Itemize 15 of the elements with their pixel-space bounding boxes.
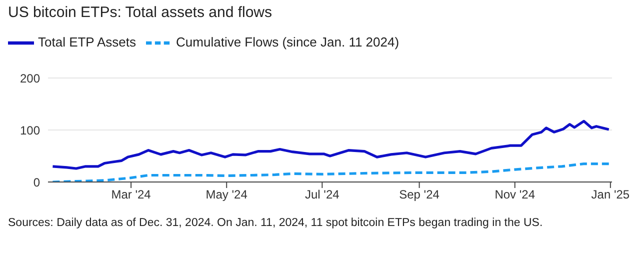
source-note: Sources: Daily data as of Dec. 31, 2024. On Jan. 11, 2024, 11 spot bitcoin ETPs began trading in the US. — [8, 216, 544, 231]
line-series — [51, 120, 610, 170]
x-tick-label: Sep '24 — [399, 188, 440, 202]
x-tick-label: Mar '24 — [111, 188, 152, 202]
legend-label: Cumulative Flows (since Jan. 11 2024) — [176, 34, 400, 50]
y-tick-label: 100 — [20, 123, 40, 138]
y-tick-label: 200 — [20, 71, 40, 86]
x-tick-label: Nov '24 — [494, 188, 536, 202]
chart-title: US bitcoin ETPs: Total assets and flows — [8, 4, 274, 23]
x-tick-label: Jan '25 — [591, 188, 630, 202]
legend-label: Total ETP Assets — [38, 34, 136, 50]
x-tick-label: May '24 — [206, 188, 248, 202]
x-tick-label: Jul '24 — [305, 188, 340, 202]
y-tick-label: 0 — [33, 175, 40, 190]
line-series — [51, 162, 610, 182]
